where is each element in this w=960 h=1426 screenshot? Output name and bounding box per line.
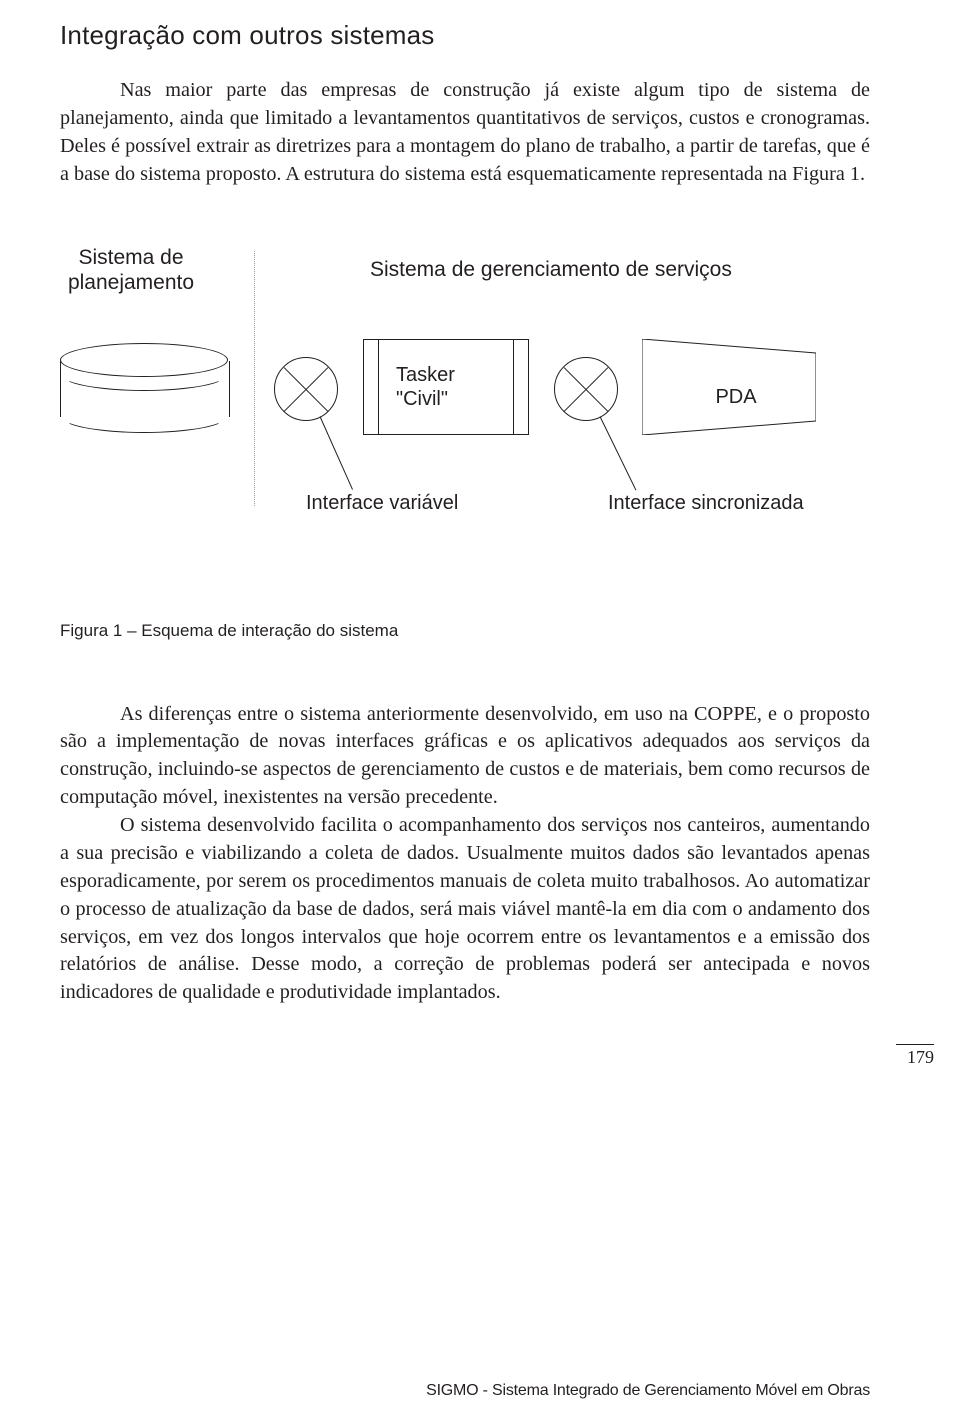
page-number: 179 — [896, 1044, 934, 1068]
label-service-mgmt: Sistema de gerenciamento de serviços — [370, 257, 770, 282]
connector-2 — [600, 416, 637, 490]
section-title: Integração com outros sistemas — [60, 20, 870, 51]
dotted-divider — [254, 251, 255, 506]
tasker-label-l2: "Civil" — [396, 388, 448, 410]
paragraph-1: Nas maior parte das empresas de construç… — [60, 77, 870, 189]
tasker-label-l1: Tasker — [396, 364, 455, 386]
paragraph-2: As diferenças entre o sistema anteriorme… — [60, 701, 870, 813]
label-planning-system-l2: planejamento — [68, 271, 194, 294]
cylinder-top — [60, 343, 228, 377]
footer-text: SIGMO - Sistema Integrado de Gerenciamen… — [0, 1382, 870, 1400]
figure-caption: Figura 1 – Esquema de interação do siste… — [60, 621, 870, 641]
pda-label: PDA — [706, 385, 766, 409]
label-interface-sincronizada: Interface sincronizada — [608, 491, 848, 515]
label-interface-variavel: Interface variável — [306, 491, 506, 515]
interface-node-1 — [274, 357, 338, 421]
connector-1 — [320, 416, 353, 489]
interface-node-2 — [554, 357, 618, 421]
label-planning-system: Sistema de planejamento — [56, 245, 206, 295]
label-planning-system-l1: Sistema de — [78, 246, 183, 269]
cylinder-bottom — [60, 399, 228, 433]
page: Integração com outros sistemas Nas maior… — [0, 0, 960, 1426]
paragraph-3: O sistema desenvolvido facilita o acompa… — [60, 812, 870, 1007]
tasker-label: Tasker "Civil" — [396, 363, 516, 411]
figure-1-diagram: Sistema de planejamento Sistema de geren… — [60, 251, 870, 591]
